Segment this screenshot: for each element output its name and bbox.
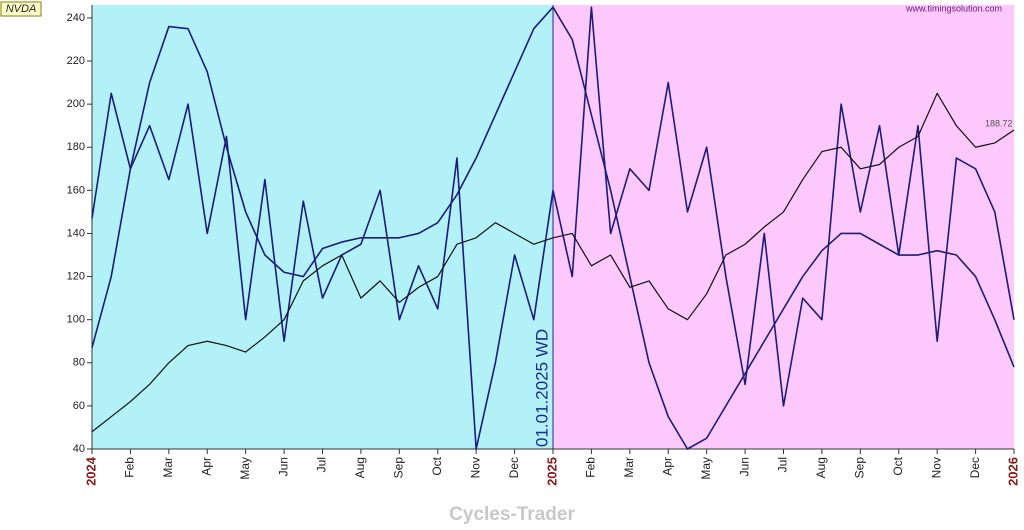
x-tick-label: May <box>699 457 713 480</box>
plot-background <box>92 5 1014 449</box>
region-after <box>553 5 1014 449</box>
x-tick-label: Mar <box>161 457 175 478</box>
x-tick-label: Oct <box>891 456 905 475</box>
x-tick-label: Sep <box>392 457 406 479</box>
lines: 01.01.2025 WD 188.72 <box>91 5 1015 450</box>
watermark: www.timingsolution.com <box>905 3 1002 13</box>
last-price-label: 188.72 <box>985 118 1013 128</box>
axes: 40 60 80 100 120 140 160 180 200 220 240 2024 Feb Mar… <box>67 5 1020 486</box>
x-tick-label: Dec <box>968 457 982 478</box>
footer: Cycles-Trader <box>449 504 575 525</box>
x-tick-label: Feb <box>584 457 598 478</box>
x-tick-label: Aug <box>353 457 367 478</box>
x-tick-label: Nov <box>468 457 482 478</box>
x-tick-label: Sep <box>853 457 867 479</box>
marker-label: 01.01.2025 WD <box>532 329 551 447</box>
y-tick-label: 220 <box>67 55 85 67</box>
x-tick-label: Jun <box>276 457 290 476</box>
x-tick-label: Aug <box>814 457 828 478</box>
y-tick-label: 40 <box>73 443 85 455</box>
x-tick-label: Jul <box>315 457 329 472</box>
y-tick-label: 80 <box>73 357 85 369</box>
y-tick-label: 180 <box>67 141 85 153</box>
x-year-label: 2024 <box>83 456 98 486</box>
y-tick-label: 200 <box>67 98 85 110</box>
ticker: NVDA <box>6 3 37 15</box>
x-tick-label: Dec <box>507 457 521 478</box>
x-tick-label: Feb <box>123 457 137 478</box>
y-tick-label: 160 <box>67 184 85 196</box>
x-tick-label: Oct <box>430 456 444 475</box>
x-tick-label: Jul <box>776 457 790 472</box>
y-tick-label: 140 <box>67 227 85 239</box>
x-year-label: 2026 <box>1005 457 1020 486</box>
x-tick-label: Apr <box>199 457 213 476</box>
x-tick-label: Jun <box>737 457 751 476</box>
x-tick-label: Mar <box>622 457 636 478</box>
region-before <box>92 5 553 449</box>
y-tick-label: 60 <box>73 400 85 412</box>
ticker-box <box>0 1 42 17</box>
x-tick-label: May <box>238 457 252 480</box>
x-year-label: 2025 <box>544 457 559 486</box>
x-tick-label: Nov <box>929 457 943 478</box>
x-tick-label: Apr <box>660 457 674 476</box>
y-tick-label: 240 <box>67 12 85 24</box>
y-tick-label: 120 <box>67 270 85 282</box>
y-tick-label: 100 <box>67 314 85 326</box>
